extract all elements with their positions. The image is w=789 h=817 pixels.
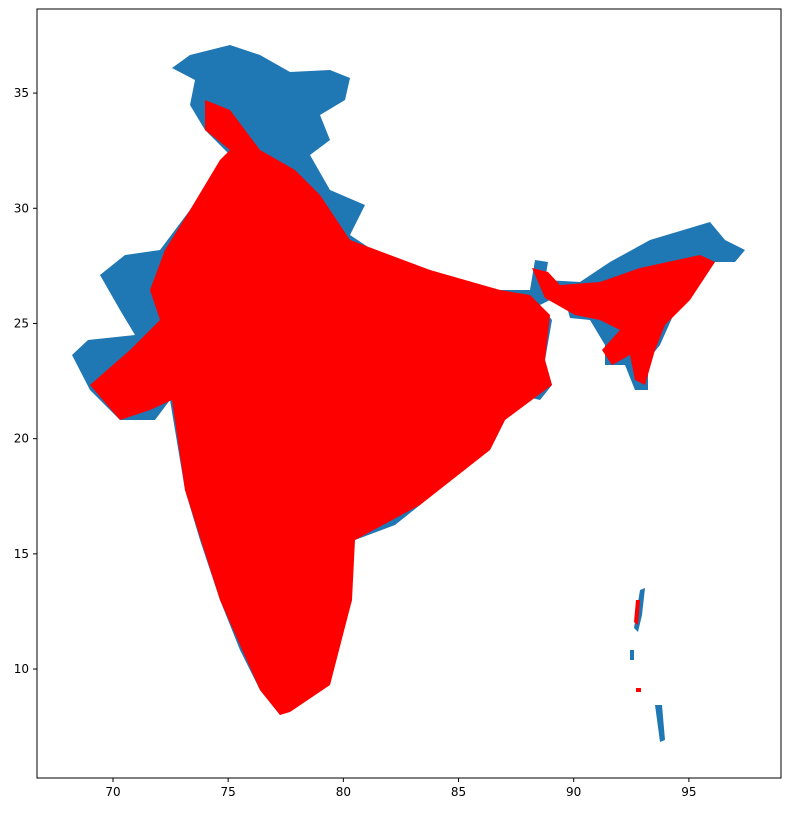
x-tick-label: 85 [451,785,466,799]
x-tick-label: 70 [105,785,120,799]
y-tick-label: 20 [14,432,29,446]
y-tick-label: 10 [14,662,29,676]
y-tick-label: 25 [14,316,29,330]
map [72,45,745,742]
x-tick-label: 95 [681,785,696,799]
y-tick-label: 35 [14,86,29,100]
y-tick-label: 15 [14,547,29,561]
axes-frame [36,8,782,779]
island-fill [630,588,665,742]
x-tick-label: 90 [566,785,581,799]
y-tick-label: 30 [14,201,29,215]
x-tick-label: 80 [336,785,351,799]
x-tick-label: 75 [221,785,236,799]
point-cluster [90,100,715,715]
